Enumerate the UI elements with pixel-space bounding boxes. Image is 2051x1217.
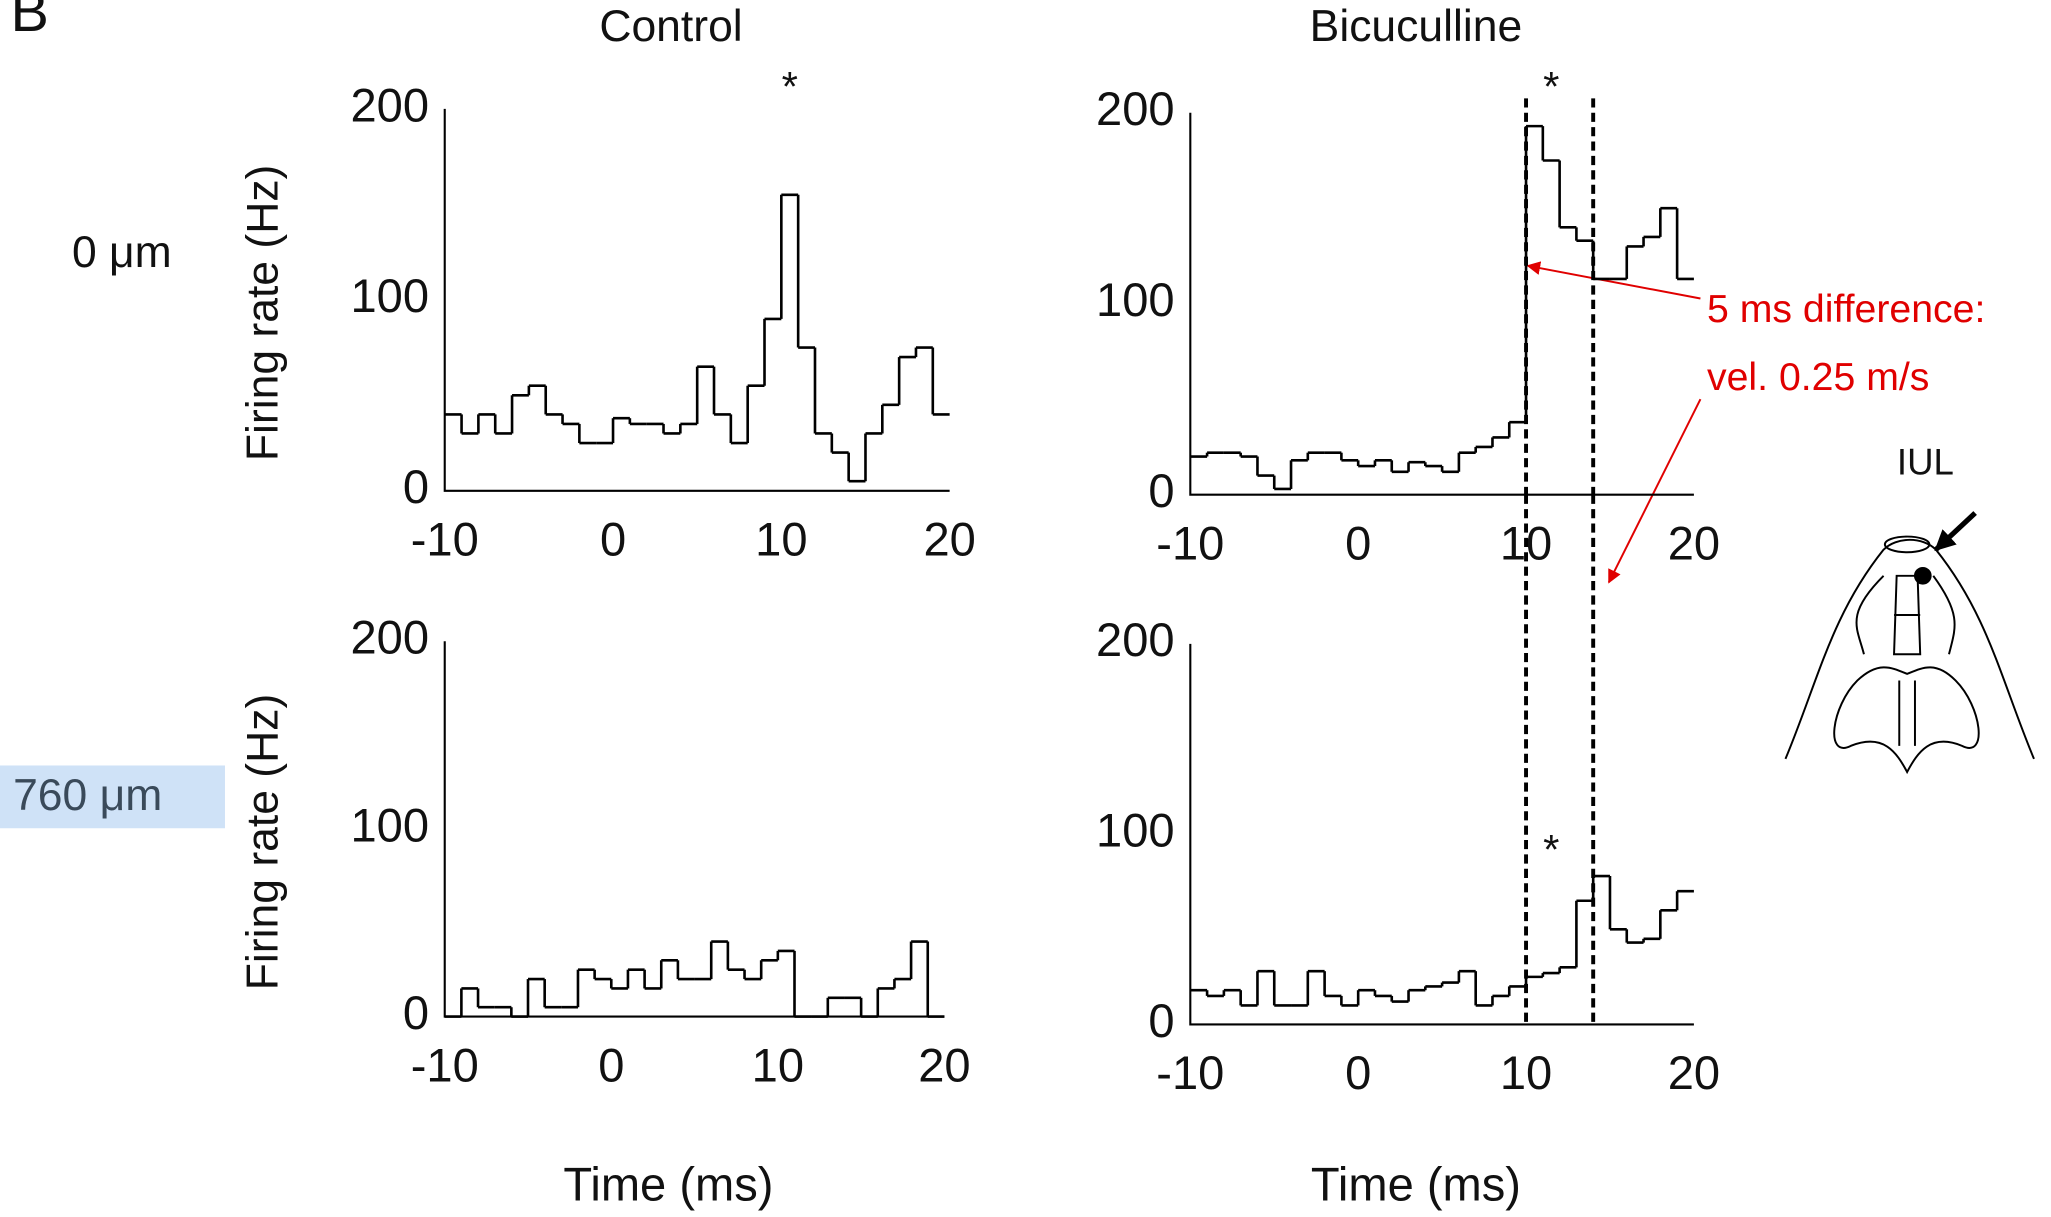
x-tick-label: 0 xyxy=(598,1038,624,1091)
x-tick-label: 20 xyxy=(923,513,975,566)
annotation: vel. 0.25 m/s xyxy=(1707,355,1929,399)
x-tick-label: 0 xyxy=(1345,516,1371,569)
significance-marker: * xyxy=(782,63,798,110)
arrow xyxy=(1608,398,1702,584)
chart-title: Control xyxy=(599,2,742,51)
y-tick-label: 0 xyxy=(1148,464,1174,517)
x-tick-label: -10 xyxy=(411,513,479,566)
head-diagram xyxy=(1784,511,2035,775)
x-tick-label: -10 xyxy=(1156,1046,1224,1099)
y-tick-label: 0 xyxy=(403,986,429,1039)
annotation: 5 ms difference: xyxy=(1707,287,1985,331)
y-tick-label: 100 xyxy=(1096,273,1175,326)
x-tick-label: 0 xyxy=(600,513,626,566)
significance-marker: * xyxy=(1543,826,1559,873)
row-label: 0 μm xyxy=(72,228,172,277)
row-label: 760 μm xyxy=(13,771,162,820)
axis xyxy=(443,108,950,492)
axis xyxy=(1189,112,1694,496)
y-tick-label: 100 xyxy=(350,798,429,851)
x-axis-label: Time (ms) xyxy=(563,1157,773,1210)
x-tick-label: 10 xyxy=(752,1038,804,1091)
x-tick-label: -10 xyxy=(1156,516,1224,569)
y-axis-label: Firing rate (Hz) xyxy=(238,694,287,991)
y-tick-label: 100 xyxy=(1096,804,1175,857)
y-tick-label: 0 xyxy=(403,460,429,513)
axis xyxy=(1189,643,1694,1026)
x-tick-label: 0 xyxy=(1345,1046,1371,1099)
significance-marker: * xyxy=(1543,63,1559,110)
diagram-label: IUL xyxy=(1897,441,1954,482)
x-tick-label: 20 xyxy=(918,1038,970,1091)
x-tick-label: 20 xyxy=(1668,1046,1720,1099)
y-tick-label: 200 xyxy=(1096,613,1175,666)
y-tick-label: 0 xyxy=(1148,994,1174,1047)
x-tick-label: -10 xyxy=(411,1038,479,1091)
x-tick-label: 10 xyxy=(1500,1046,1552,1099)
arrow xyxy=(1526,261,1701,300)
panel-label: B xyxy=(10,0,48,44)
x-axis-label: Time (ms) xyxy=(1311,1157,1521,1210)
chart-title: Bicuculline xyxy=(1310,2,1523,51)
y-axis-label: Firing rate (Hz) xyxy=(238,165,287,462)
x-tick-label: 20 xyxy=(1668,516,1720,569)
y-tick-label: 200 xyxy=(350,611,429,664)
axis xyxy=(443,641,945,1018)
row-highlight xyxy=(0,765,225,829)
y-tick-label: 100 xyxy=(350,269,429,322)
y-tick-label: 200 xyxy=(1096,82,1175,135)
x-tick-label: 10 xyxy=(755,513,807,566)
y-tick-label: 200 xyxy=(350,78,429,131)
